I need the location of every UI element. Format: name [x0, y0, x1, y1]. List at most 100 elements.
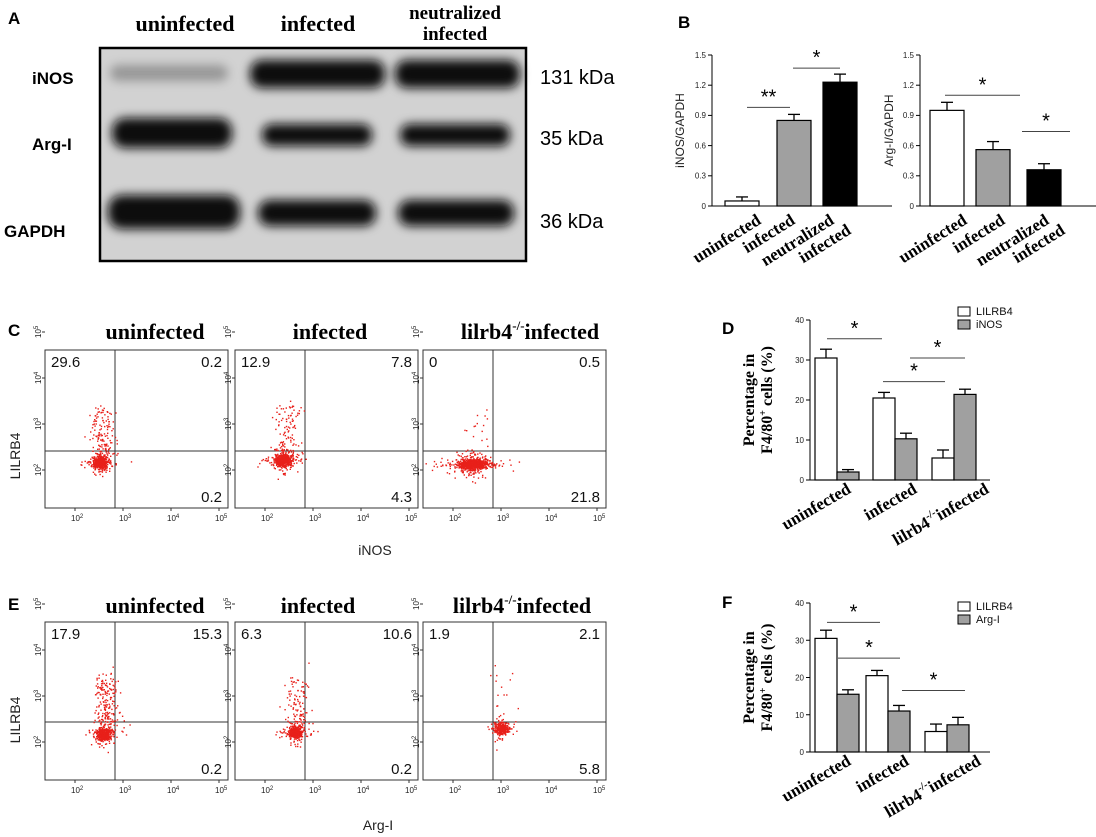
event-dot: [99, 464, 101, 467]
event-dot: [112, 692, 115, 695]
event-dot: [113, 736, 115, 738]
event-dot: [298, 703, 301, 705]
event-dot: [297, 731, 300, 733]
event-dot: [92, 446, 94, 449]
event-dot: [448, 473, 451, 475]
event-dot: [99, 452, 102, 454]
event-dot: [486, 460, 489, 462]
event-dot: [304, 730, 306, 733]
tick-exp: 3: [34, 417, 40, 421]
event-dot: [302, 686, 304, 688]
event-dot: [455, 459, 457, 461]
event-dot: [102, 686, 104, 689]
chartF-bar-arg-i-1: [887, 710, 911, 753]
event-dot: [299, 695, 301, 698]
event-dot: [495, 727, 497, 729]
chartF-bar-lilrb4-0: [814, 637, 838, 753]
event-dot: [293, 740, 295, 742]
event-dot: [290, 441, 292, 443]
tick-exp: 5: [414, 514, 418, 520]
event-dot: [465, 467, 467, 469]
event-dot: [109, 727, 111, 730]
event-dot: [291, 454, 294, 456]
event-dot: [281, 465, 283, 468]
event-dot: [121, 715, 124, 717]
event-dot: [486, 438, 488, 440]
event-dot: [494, 665, 496, 667]
event-dot: [103, 461, 106, 463]
flowC-plot-2-y-tick-label: 105: [412, 325, 421, 338]
flowE-plot-0-x-tick-label: 102: [71, 786, 84, 795]
event-dot: [503, 694, 505, 696]
event-dot: [460, 468, 463, 470]
event-dot: [95, 407, 97, 409]
event-dot: [284, 684, 286, 687]
event-dot: [304, 720, 306, 722]
flowC-plot-2-y-tick-label: 102: [412, 463, 421, 476]
event-dot: [113, 700, 115, 703]
tick-exp: 4: [366, 786, 370, 792]
event-dot: [98, 470, 100, 472]
event-dot: [270, 461, 273, 464]
event-dot: [282, 441, 285, 443]
event-dot: [285, 438, 288, 440]
event-dot: [93, 721, 95, 724]
flowE-plot-1-x-tick-label: 105: [405, 786, 418, 795]
flowE-plot-2-x-tick-label: 103: [497, 786, 510, 795]
event-dot: [480, 462, 483, 464]
event-dot: [105, 458, 108, 460]
event-dot: [97, 440, 99, 442]
event-dot: [300, 710, 302, 712]
event-dot: [110, 720, 112, 723]
event-dot: [109, 683, 111, 685]
event-dot: [481, 430, 483, 433]
event-dot: [296, 710, 298, 712]
event-dot: [106, 732, 108, 734]
tick-exp: 2: [412, 463, 418, 467]
event-dot: [109, 412, 111, 415]
event-dot: [464, 467, 466, 469]
flowC-plot-0-y-tick-label: 103: [34, 417, 43, 430]
event-dot: [288, 406, 291, 408]
event-dot: [105, 457, 107, 460]
event-dot: [493, 721, 495, 724]
event-dot: [478, 469, 480, 471]
event-dot: [104, 467, 107, 469]
event-dot: [512, 470, 515, 472]
event-dot: [295, 736, 297, 739]
chartD-y-tick-label: 10: [795, 436, 804, 445]
chartB1-y-tick-label: 0: [702, 202, 707, 211]
event-dot: [281, 461, 284, 463]
tick-base: 10: [412, 601, 421, 610]
event-dot: [493, 728, 495, 730]
event-dot: [115, 412, 117, 414]
event-dot: [275, 458, 278, 460]
event-dot: [113, 452, 115, 455]
event-dot: [109, 696, 112, 699]
event-dot: [502, 732, 504, 734]
event-dot: [108, 732, 110, 734]
chartF-legend-label-arg-i: Arg-I: [976, 614, 1000, 626]
tick-exp: 3: [128, 514, 132, 520]
event-dot: [471, 461, 474, 464]
event-dot: [100, 687, 103, 689]
event-dot: [108, 421, 110, 423]
chartF-legend-swatch-lilrb4: [957, 601, 971, 612]
event-dot: [492, 465, 494, 467]
event-dot: [290, 456, 292, 458]
tick-base: 10: [261, 514, 270, 523]
event-dot: [301, 442, 303, 444]
chart-d-category-labels: uninfected infected lilrb4-/-infected: [778, 479, 992, 550]
event-dot: [470, 472, 472, 474]
event-dot: [284, 474, 286, 476]
cat-f-infected: infected: [853, 751, 913, 797]
tick-base: 10: [119, 514, 128, 523]
flowE-plot-1-y-tick-label: 102: [224, 735, 233, 748]
event-dot: [84, 466, 86, 469]
event-dot: [99, 733, 101, 735]
event-dot: [473, 467, 475, 469]
event-dot: [296, 736, 299, 738]
event-dot: [105, 699, 107, 701]
event-dot: [104, 704, 106, 707]
event-dot: [298, 412, 300, 415]
